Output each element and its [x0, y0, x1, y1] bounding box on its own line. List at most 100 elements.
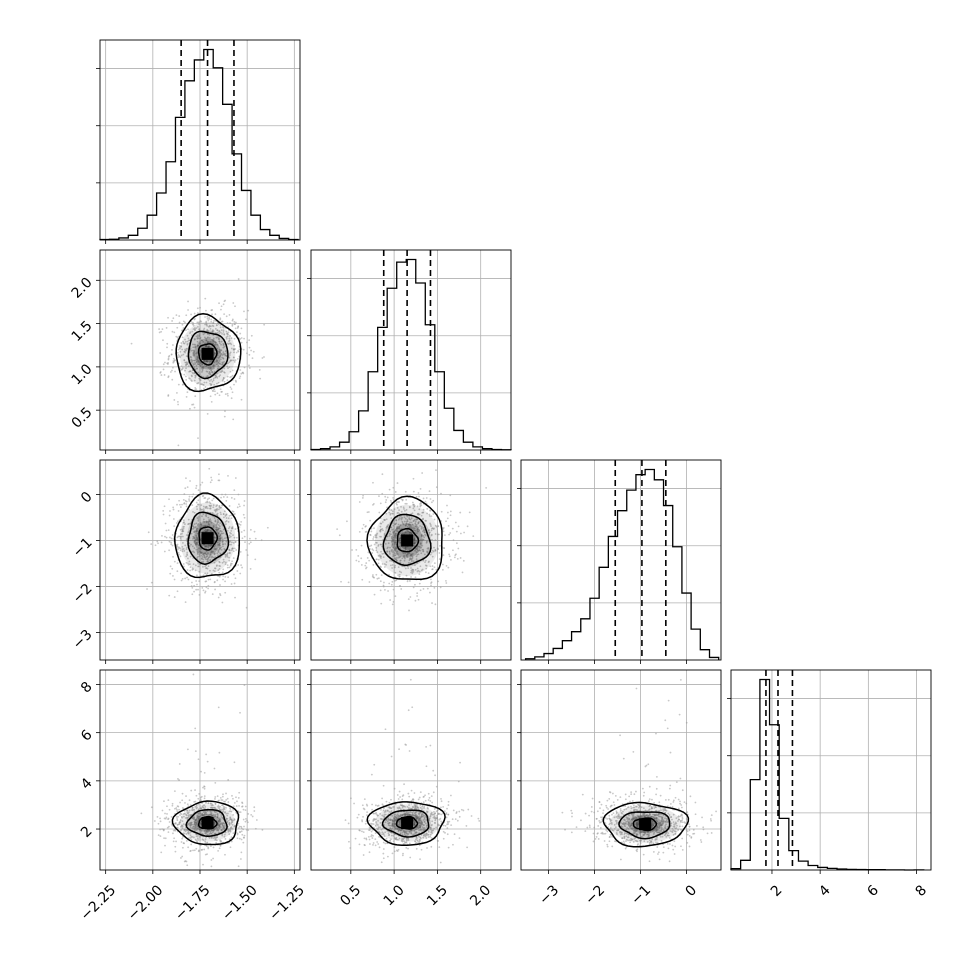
scatter-point — [198, 815, 201, 818]
scatter-point — [239, 572, 242, 575]
scatter-point — [386, 506, 388, 509]
scatter-point — [382, 848, 385, 850]
scatter-point — [173, 525, 176, 528]
scatter-point — [420, 821, 423, 823]
scatter-point — [194, 564, 197, 567]
scatter-point — [570, 809, 573, 812]
scatter-point — [394, 491, 397, 493]
scatter-point — [218, 567, 221, 570]
scatter-point — [459, 557, 462, 559]
scatter-point — [415, 815, 417, 818]
scatter-point — [422, 538, 425, 541]
scatter-point — [186, 340, 189, 343]
scatter-point — [375, 541, 377, 544]
scatter-point — [194, 389, 196, 391]
scatter-point — [182, 548, 185, 550]
scatter-point — [190, 313, 193, 316]
scatter-point — [434, 819, 437, 822]
scatter-point — [195, 543, 197, 546]
scatter-point — [183, 815, 185, 818]
scatter-point — [217, 706, 220, 709]
scatter-point — [203, 336, 206, 339]
scatter-point — [209, 366, 211, 368]
scatter-point — [193, 836, 195, 839]
scatter-point — [413, 539, 416, 541]
scatter-point — [230, 543, 233, 546]
scatter-point — [413, 814, 415, 817]
scatter-point — [203, 797, 206, 800]
scatter-point — [244, 809, 247, 812]
scatter-point — [168, 514, 171, 517]
scatter-point — [219, 358, 222, 361]
scatter-point — [177, 403, 180, 406]
scatter-point — [388, 533, 391, 535]
scatter-point — [173, 790, 176, 793]
scatter-point — [373, 593, 376, 596]
scatter-point — [182, 327, 185, 329]
scatter-point — [397, 838, 399, 841]
scatter-point — [218, 571, 221, 574]
scatter-point — [392, 600, 395, 603]
scatter-point — [205, 345, 207, 348]
scatter-point — [416, 505, 419, 508]
scatter-point — [248, 353, 251, 356]
scatter-point — [377, 843, 380, 845]
scatter-point — [398, 748, 400, 751]
scatter-point — [238, 503, 240, 506]
scatter-point — [381, 563, 384, 565]
scatter-point — [193, 365, 196, 368]
scatter-point — [403, 554, 406, 557]
scatter-point — [429, 498, 432, 500]
scatter-point — [212, 319, 215, 322]
scatter-point — [390, 509, 393, 511]
scatter-point — [228, 833, 231, 836]
scatter-point — [187, 812, 190, 815]
scatter-point — [427, 792, 430, 795]
scatter-point — [230, 343, 233, 346]
scatter-point — [394, 815, 397, 818]
scatter-point — [215, 324, 218, 327]
scatter-point — [188, 837, 190, 839]
scatter-point — [229, 531, 231, 534]
scatter-point — [197, 758, 200, 761]
scatter-point — [411, 706, 414, 709]
scatter-point — [177, 552, 180, 554]
scatter-point — [222, 808, 224, 811]
scatter-point — [240, 827, 243, 830]
scatter-point — [390, 526, 393, 529]
scatter-point — [217, 365, 220, 368]
contour-line — [187, 330, 229, 380]
y-tick-label: 4 — [78, 775, 96, 793]
scatter-point — [432, 513, 435, 515]
scatter-point — [166, 342, 169, 345]
scatter-point — [178, 499, 181, 502]
scatter-panel-1-3: 0.5 1.0 1.5 2.0 — [307, 669, 512, 909]
scatter-point — [192, 823, 194, 826]
scatter-point — [230, 821, 233, 824]
scatter-point — [187, 531, 190, 534]
scatter-point — [181, 792, 184, 795]
scatter-point — [374, 536, 377, 539]
scatter-point — [427, 833, 430, 836]
scatter-point — [651, 798, 653, 801]
scatter-point — [209, 559, 212, 561]
scatter-point — [183, 493, 186, 495]
scatter-point — [164, 844, 166, 847]
contour-line — [171, 800, 240, 846]
scatter-point — [213, 548, 216, 550]
scatter-point — [219, 584, 221, 586]
scatter-point — [220, 496, 222, 499]
scatter-point — [373, 543, 376, 546]
scatter-point — [387, 855, 389, 858]
scatter-point — [183, 373, 186, 376]
scatter-point — [211, 803, 214, 806]
scatter-point — [405, 520, 408, 523]
scatter-point — [374, 832, 377, 835]
scatter-point — [233, 824, 236, 827]
scatter-point — [398, 828, 401, 831]
scatter-point — [387, 546, 389, 549]
scatter-point — [198, 800, 201, 802]
scatter-point — [186, 748, 189, 751]
scatter-point — [386, 829, 389, 832]
